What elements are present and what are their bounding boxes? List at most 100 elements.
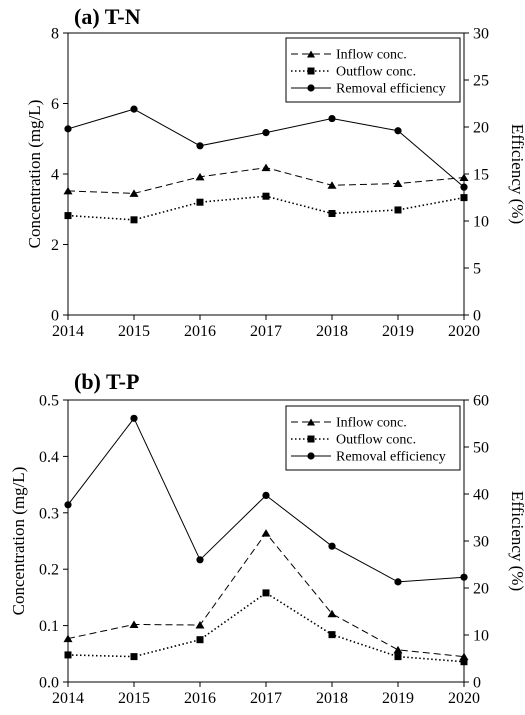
y2-tick-label: 25 bbox=[473, 73, 489, 90]
data-point-inflow-conc bbox=[195, 621, 205, 629]
data-point-removal-efficiency bbox=[394, 578, 402, 586]
x-tick-label: 2017 bbox=[250, 323, 282, 340]
series-line-outflow-conc bbox=[67, 591, 465, 663]
y2-axis-title-tn: Efficiency (%) bbox=[508, 124, 525, 224]
x-tick-label: 2018 bbox=[316, 323, 348, 340]
data-point-inflow-conc bbox=[63, 634, 73, 643]
x-tick-label: 2017 bbox=[250, 690, 282, 707]
x-tick-label: 2019 bbox=[382, 323, 414, 340]
x-tick-label: 2016 bbox=[184, 690, 216, 707]
legend-label-efficiency: Removal efficiency bbox=[336, 82, 446, 97]
data-point-removal-efficiency bbox=[64, 501, 72, 509]
triangle-marker-icon bbox=[307, 50, 315, 58]
data-point-removal-efficiency bbox=[64, 125, 72, 133]
circle-marker-icon bbox=[307, 452, 315, 460]
legend-item-outflow: Outflow conc. bbox=[291, 65, 416, 80]
data-point-inflow-conc bbox=[393, 645, 403, 654]
data-point-inflow-conc bbox=[261, 529, 271, 537]
x-tick-label: 2020 bbox=[448, 323, 480, 340]
data-point-outflow-conc bbox=[196, 636, 204, 644]
y-tick-label: 0.0 bbox=[39, 675, 59, 692]
legend-item-inflow: Inflow conc. bbox=[291, 416, 407, 431]
data-point-inflow-conc bbox=[327, 181, 337, 189]
y-axis-title-tp: Concentration (mg/L) bbox=[9, 467, 28, 616]
data-point-removal-efficiency bbox=[394, 127, 402, 135]
data-point-outflow-conc bbox=[394, 206, 402, 214]
legend-tp: Inflow conc. Outflow conc. Removal effic… bbox=[285, 405, 461, 471]
legend-item-efficiency: Removal efficiency bbox=[291, 450, 446, 465]
y2-tick-label: 60 bbox=[473, 393, 489, 410]
legend-tn: Inflow conc. Outflow conc. Removal effic… bbox=[285, 37, 461, 103]
y2-tick-label: 40 bbox=[473, 487, 489, 504]
data-point-removal-efficiency bbox=[460, 573, 468, 581]
data-point-inflow-conc bbox=[261, 163, 271, 172]
legend-label-outflow: Outflow conc. bbox=[336, 65, 416, 80]
x-tick-label: 2015 bbox=[118, 690, 150, 707]
data-point-inflow-conc bbox=[195, 172, 205, 181]
data-point-outflow-conc bbox=[64, 212, 72, 220]
data-point-removal-efficiency bbox=[328, 114, 336, 123]
triangle-marker-icon bbox=[307, 418, 315, 426]
circle-marker-icon bbox=[307, 84, 315, 92]
data-point-removal-efficiency bbox=[196, 556, 204, 564]
legend-item-outflow: Outflow conc. bbox=[291, 433, 416, 448]
data-point-removal-efficiency bbox=[262, 129, 270, 137]
y2-tick-label: 15 bbox=[473, 167, 489, 184]
panel-tp: (b) T-P Concentration (mg/L) Efficiency … bbox=[9, 369, 525, 707]
y2-tick-label: 5 bbox=[473, 261, 481, 278]
data-point-outflow-conc bbox=[64, 651, 72, 659]
x-tick-label: 2018 bbox=[316, 690, 348, 707]
legend-box-tp bbox=[285, 405, 461, 471]
data-point-outflow-conc bbox=[328, 209, 336, 217]
data-point-outflow-conc bbox=[262, 589, 270, 597]
y-tick-label: 6 bbox=[51, 96, 59, 113]
series-line-removal-efficiency bbox=[67, 108, 465, 188]
x-tick-label: 2016 bbox=[184, 323, 216, 340]
y2-tick-label: 30 bbox=[473, 26, 489, 43]
legend-label-outflow: Outflow conc. bbox=[336, 433, 416, 448]
x-tick-label: 2015 bbox=[118, 323, 150, 340]
square-marker-icon bbox=[307, 435, 315, 443]
square-marker-icon bbox=[307, 67, 315, 75]
y-tick-label: 2 bbox=[51, 237, 59, 254]
y2-tick-label: 30 bbox=[473, 534, 489, 551]
data-point-outflow-conc bbox=[460, 658, 468, 666]
y-tick-label: 8 bbox=[51, 26, 59, 43]
y-tick-label: 0.5 bbox=[39, 393, 59, 410]
data-point-removal-efficiency bbox=[262, 491, 270, 500]
legend-item-inflow: Inflow conc. bbox=[291, 48, 407, 63]
y-tick-label: 4 bbox=[51, 167, 59, 184]
data-point-inflow-conc bbox=[459, 173, 469, 182]
data-point-outflow-conc bbox=[130, 653, 138, 661]
y2-tick-label: 0 bbox=[473, 308, 481, 325]
y-tick-label: 0.3 bbox=[39, 505, 59, 522]
legend-label-inflow: Inflow conc. bbox=[336, 48, 407, 63]
x-tick-label: 2014 bbox=[52, 323, 84, 340]
y2-axis-title-tp: Efficiency (%) bbox=[508, 491, 525, 591]
y-tick-label: 0 bbox=[51, 308, 59, 325]
data-point-removal-efficiency bbox=[328, 542, 336, 550]
data-point-outflow-conc bbox=[460, 194, 468, 202]
data-point-inflow-conc bbox=[129, 189, 139, 197]
panel-title-tn: (a) T-N bbox=[74, 4, 141, 29]
y2-tick-label: 10 bbox=[473, 628, 489, 645]
data-point-outflow-conc bbox=[196, 198, 204, 206]
data-point-outflow-conc bbox=[394, 653, 402, 661]
data-point-outflow-conc bbox=[262, 192, 270, 200]
y-axis-title-tn: Concentration (mg/L) bbox=[25, 100, 44, 249]
series-line-inflow-conc bbox=[67, 167, 465, 194]
data-point-outflow-conc bbox=[130, 216, 138, 224]
y2-tick-label: 20 bbox=[473, 581, 489, 598]
y2-tick-label: 0 bbox=[473, 675, 481, 692]
y-tick-label: 0.4 bbox=[39, 449, 59, 466]
data-point-removal-efficiency bbox=[130, 414, 138, 422]
data-point-removal-efficiency bbox=[196, 142, 204, 150]
data-point-removal-efficiency bbox=[460, 183, 468, 191]
data-point-inflow-conc bbox=[129, 620, 139, 628]
legend-label-inflow: Inflow conc. bbox=[336, 416, 407, 431]
y2-tick-label: 50 bbox=[473, 440, 489, 457]
y-tick-label: 0.2 bbox=[39, 562, 59, 579]
panel-tn: (a) T-N Concentration (mg/L) Efficiency … bbox=[25, 4, 525, 340]
y2-tick-label: 20 bbox=[473, 120, 489, 137]
